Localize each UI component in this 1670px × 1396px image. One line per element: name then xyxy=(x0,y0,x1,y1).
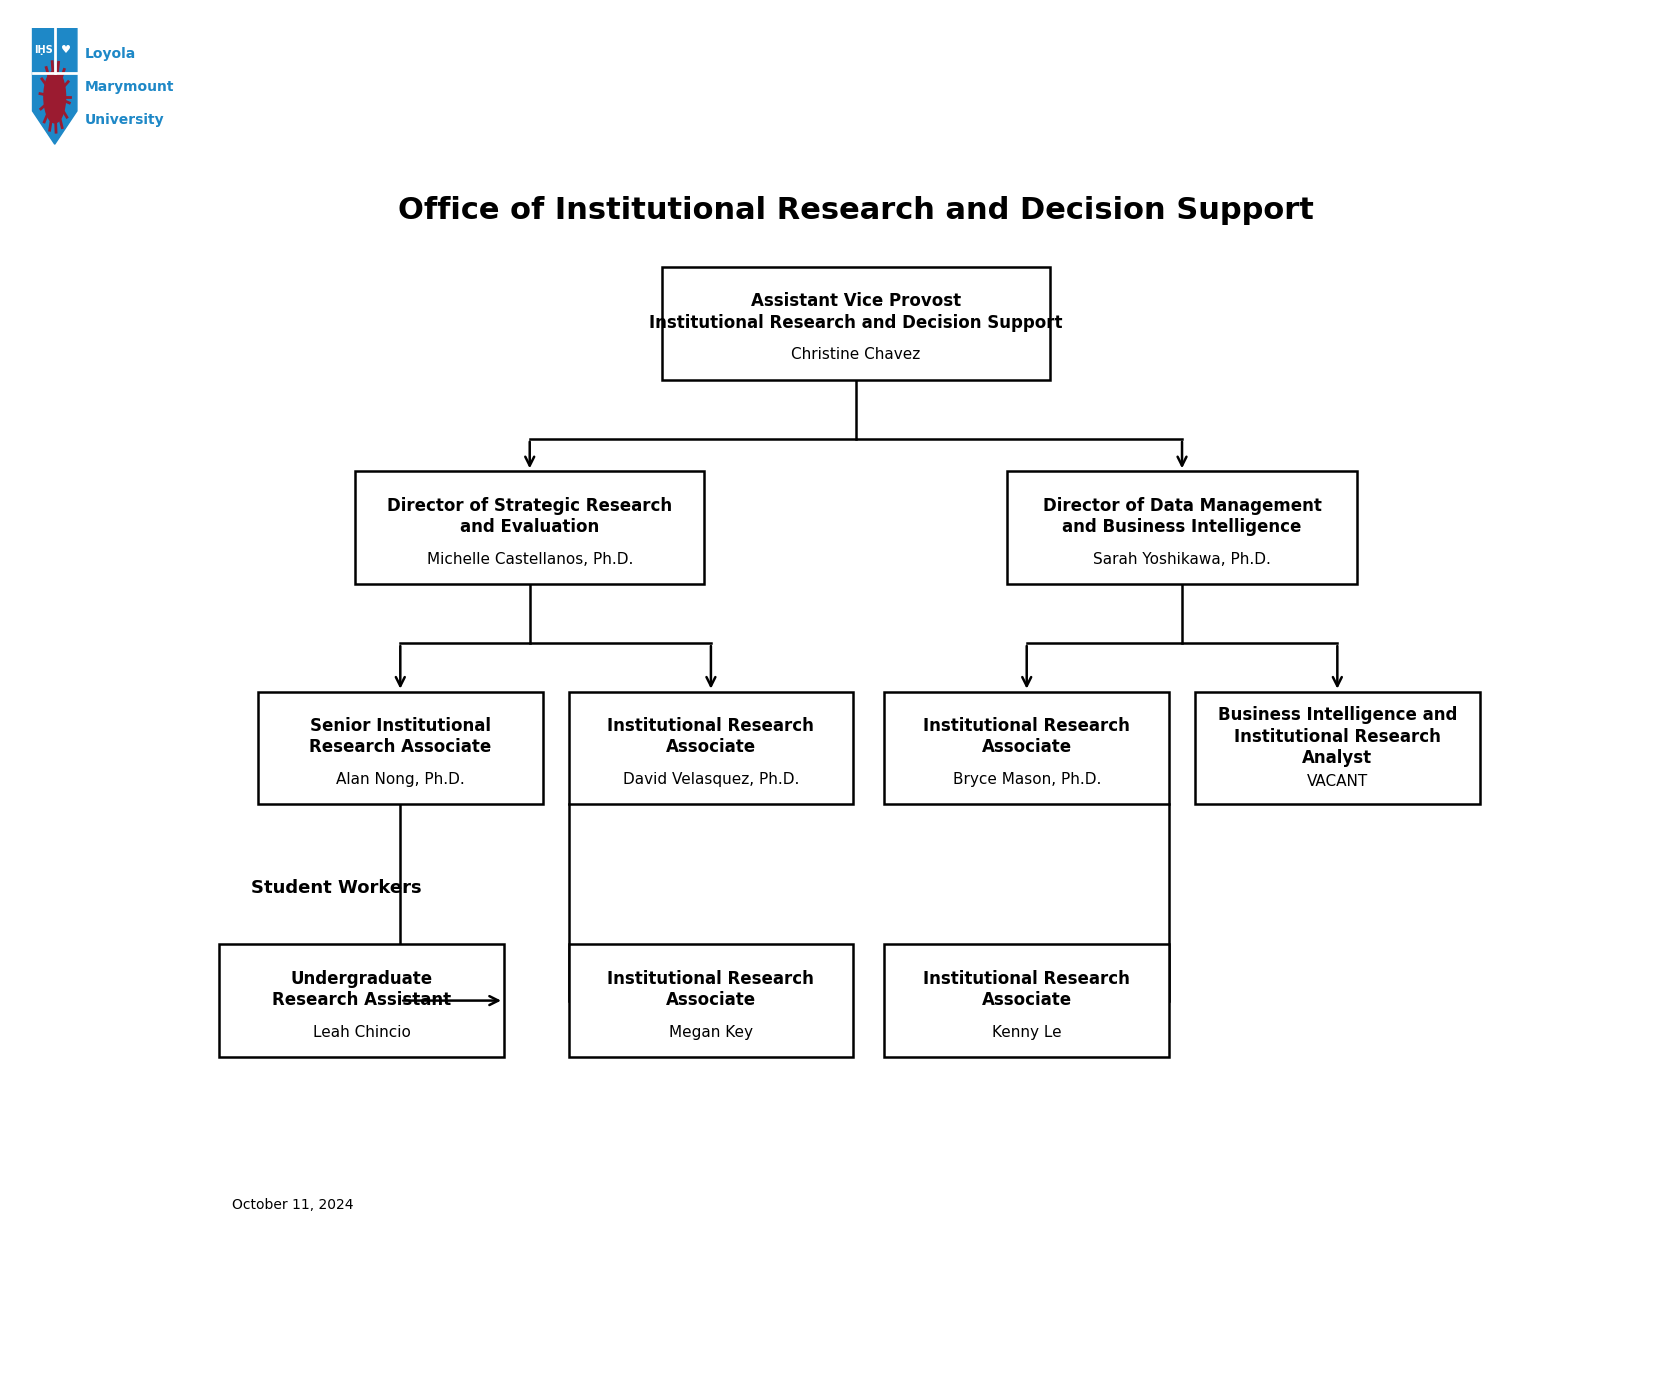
Text: VACANT: VACANT xyxy=(1306,775,1368,789)
Text: Senior Institutional
Research Associate: Senior Institutional Research Associate xyxy=(309,718,491,757)
Text: Undergraduate
Research Assistant: Undergraduate Research Assistant xyxy=(272,970,451,1009)
Text: Marymount: Marymount xyxy=(84,80,174,95)
Polygon shape xyxy=(32,28,77,144)
Circle shape xyxy=(43,71,65,123)
Text: Loyola: Loyola xyxy=(84,47,135,61)
Text: Kenny Le: Kenny Le xyxy=(992,1025,1062,1040)
FancyBboxPatch shape xyxy=(257,691,543,804)
Text: Office of Institutional Research and Decision Support: Office of Institutional Research and Dec… xyxy=(397,195,1314,225)
Text: David Velasquez, Ph.D.: David Velasquez, Ph.D. xyxy=(623,772,800,787)
Text: Director of Data Management
and Business Intelligence: Director of Data Management and Business… xyxy=(1042,497,1321,536)
Text: Institutional Research
Associate: Institutional Research Associate xyxy=(608,970,815,1009)
FancyBboxPatch shape xyxy=(885,944,1169,1057)
Text: Leah Chincio: Leah Chincio xyxy=(312,1025,411,1040)
Text: ♥: ♥ xyxy=(60,46,70,56)
Text: Student Workers: Student Workers xyxy=(252,878,423,896)
Text: Director of Strategic Research
and Evaluation: Director of Strategic Research and Evalu… xyxy=(387,497,673,536)
Text: Business Intelligence and
Institutional Research
Analyst: Business Intelligence and Institutional … xyxy=(1217,706,1456,768)
FancyBboxPatch shape xyxy=(568,691,853,804)
Text: Assistant Vice Provost
Institutional Research and Decision Support: Assistant Vice Provost Institutional Res… xyxy=(650,292,1062,332)
FancyBboxPatch shape xyxy=(356,472,705,584)
Text: Institutional Research
Associate: Institutional Research Associate xyxy=(924,970,1131,1009)
Text: Institutional Research
Associate: Institutional Research Associate xyxy=(608,718,815,757)
FancyBboxPatch shape xyxy=(1007,472,1356,584)
Text: Michelle Castellanos, Ph.D.: Michelle Castellanos, Ph.D. xyxy=(426,551,633,567)
FancyBboxPatch shape xyxy=(885,691,1169,804)
Text: Megan Key: Megan Key xyxy=(670,1025,753,1040)
FancyBboxPatch shape xyxy=(1196,691,1480,804)
Text: Bryce Mason, Ph.D.: Bryce Mason, Ph.D. xyxy=(952,772,1101,787)
FancyBboxPatch shape xyxy=(568,944,853,1057)
Text: Institutional Research
Associate: Institutional Research Associate xyxy=(924,718,1131,757)
FancyBboxPatch shape xyxy=(661,267,1050,380)
Text: IḤS: IḤS xyxy=(35,46,53,56)
Text: University: University xyxy=(84,113,164,127)
FancyBboxPatch shape xyxy=(219,944,504,1057)
Text: Sarah Yoshikawa, Ph.D.: Sarah Yoshikawa, Ph.D. xyxy=(1094,551,1271,567)
Text: October 11, 2024: October 11, 2024 xyxy=(232,1198,354,1212)
Text: Christine Chavez: Christine Chavez xyxy=(792,348,920,363)
Text: Alan Nong, Ph.D.: Alan Nong, Ph.D. xyxy=(336,772,464,787)
